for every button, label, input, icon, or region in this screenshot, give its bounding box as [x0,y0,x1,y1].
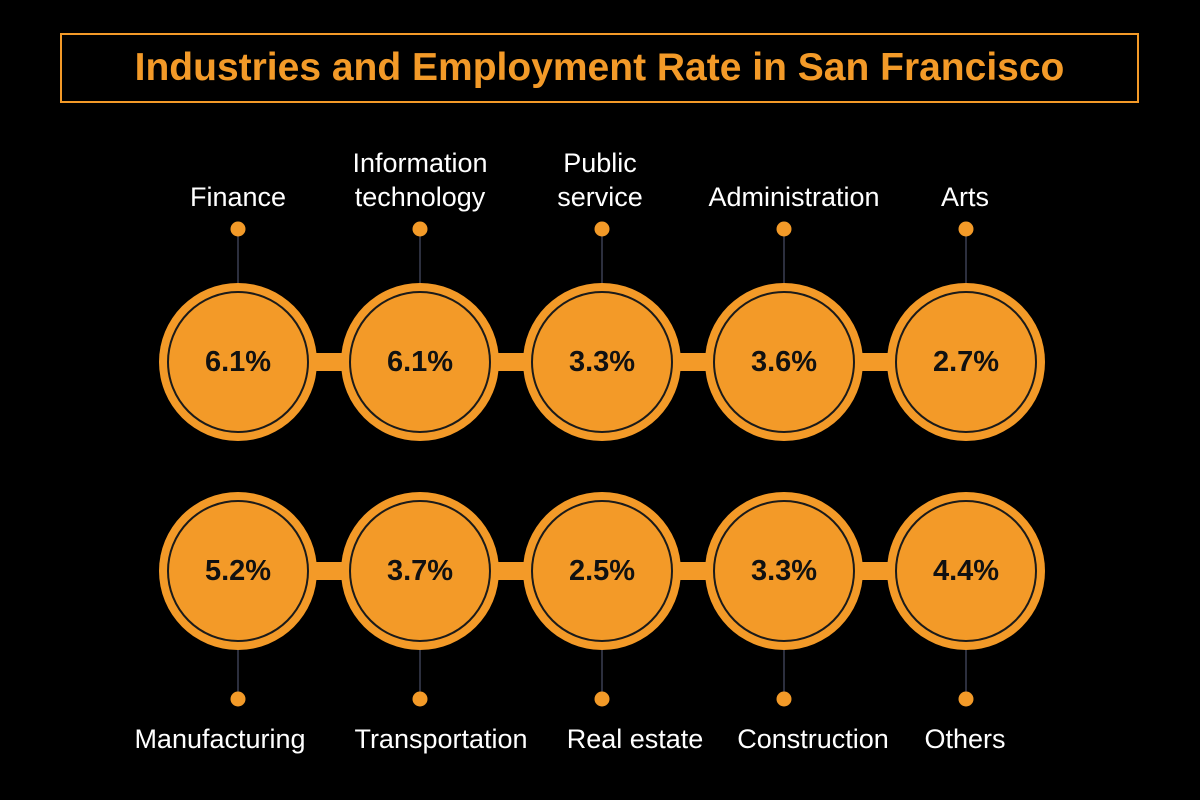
rate-circle-ring [349,291,491,433]
industry-label-others: Others [924,724,1006,754]
industry-label-transportation: Transportation [354,724,528,754]
rate-value-manufacturing: 5.2% [204,555,272,587]
rate-circle [341,283,499,441]
industry-label-administration: Administration [708,182,880,212]
rate-circle [705,492,863,650]
pin-dot [776,221,792,237]
page-title: Industries and Employment Rate in San Fr… [134,46,1065,89]
pin-dot [230,691,246,707]
rate-value-transportation: 3.7% [386,555,454,587]
rate-value-administration: 3.6% [750,346,818,378]
rate-circle [523,492,681,650]
rate-circle [341,492,499,650]
pin-dot [594,221,610,237]
rate-circle [159,492,317,650]
rate-value-information-technology: 6.1% [386,346,454,378]
pin-dot [412,221,428,237]
rate-value-others: 4.4% [932,555,1000,587]
pin-dot [958,691,974,707]
rate-value-real-estate: 2.5% [568,555,636,587]
rate-value-finance: 6.1% [204,346,272,378]
rate-circle-ring [895,500,1037,642]
pin-dot [412,691,428,707]
rate-circle-ring [349,500,491,642]
industry-label-real-estate: Real estate [566,724,704,754]
rate-value-public-service: 3.3% [568,346,636,378]
rate-circle-ring [531,291,673,433]
title-frame: Industries and Employment Rate in San Fr… [60,33,1139,103]
rate-circle [887,492,1045,650]
rate-circle [523,283,681,441]
rate-circle-ring [895,291,1037,433]
rate-circle-ring [531,500,673,642]
rate-value-arts: 2.7% [932,346,1000,378]
industry-label-arts: Arts [940,182,989,212]
rate-circle-ring [167,291,309,433]
rate-circle [705,283,863,441]
rate-circle-ring [713,291,855,433]
rate-circle-ring [713,500,855,642]
pin-dot [594,691,610,707]
industry-label-construction: Construction [737,724,889,754]
rate-circle [159,283,317,441]
industry-label-information-technology: Information technology [352,148,488,212]
rate-circle [887,283,1045,441]
industry-label-finance: Finance [189,182,287,212]
pin-dot [958,221,974,237]
rate-circle-ring [167,500,309,642]
industry-label-manufacturing: Manufacturing [134,724,306,754]
pin-dot [776,691,792,707]
pin-dot [230,221,246,237]
industry-label-public-service: Public service [557,148,643,212]
rate-value-construction: 3.3% [750,555,818,587]
